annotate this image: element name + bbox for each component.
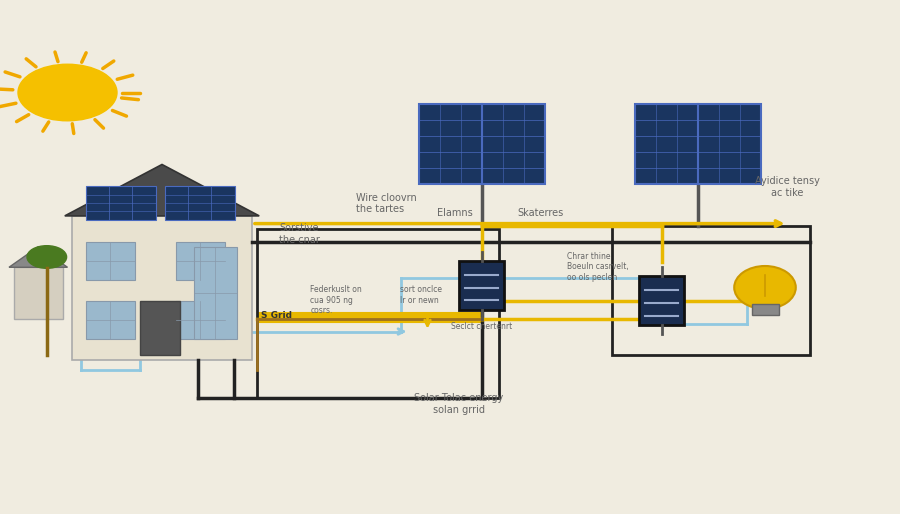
FancyBboxPatch shape: [86, 186, 156, 219]
FancyBboxPatch shape: [459, 261, 504, 309]
FancyBboxPatch shape: [752, 304, 778, 315]
Text: Seclct cnertenrt: Seclct cnertenrt: [451, 322, 512, 331]
Text: sort onclce
lr or newn: sort onclce lr or newn: [400, 285, 443, 305]
Text: Elamns: Elamns: [436, 209, 472, 218]
FancyBboxPatch shape: [194, 247, 237, 339]
Text: Skaterres: Skaterres: [517, 209, 563, 218]
FancyBboxPatch shape: [176, 242, 225, 280]
Text: Wire cloovrn
the tartes: Wire cloovrn the tartes: [356, 193, 416, 214]
FancyBboxPatch shape: [165, 186, 235, 219]
Circle shape: [27, 246, 67, 268]
Text: Ayidice tensy
ac tike: Ayidice tensy ac tike: [755, 176, 820, 198]
Ellipse shape: [734, 266, 796, 309]
FancyBboxPatch shape: [14, 267, 63, 319]
Polygon shape: [65, 164, 259, 216]
FancyBboxPatch shape: [140, 301, 180, 355]
Text: Federkuslt on
cua 905 ng
cosrs.: Federkuslt on cua 905 ng cosrs.: [310, 285, 362, 315]
Text: Solar Tolac energy
solan grrid: Solar Tolac energy solan grrid: [414, 393, 504, 415]
FancyBboxPatch shape: [86, 242, 135, 280]
Polygon shape: [9, 247, 68, 267]
FancyBboxPatch shape: [86, 301, 135, 339]
FancyBboxPatch shape: [634, 104, 760, 183]
FancyBboxPatch shape: [176, 301, 225, 339]
FancyBboxPatch shape: [72, 216, 252, 360]
Text: Chrar thine
Boeuln casrvelt,
oo ols peclen: Chrar thine Boeuln casrvelt, oo ols pecl…: [567, 252, 629, 282]
Text: S Grid: S Grid: [261, 311, 292, 320]
FancyBboxPatch shape: [418, 104, 544, 183]
Circle shape: [18, 64, 117, 121]
Text: Sorstive
the cnar: Sorstive the cnar: [279, 223, 320, 245]
FancyBboxPatch shape: [639, 276, 684, 325]
